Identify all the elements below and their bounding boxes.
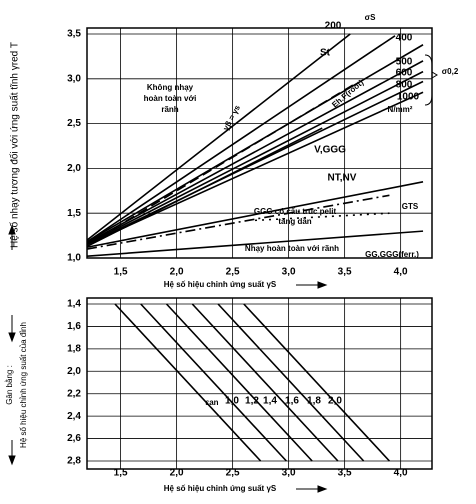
series-line [86,82,357,246]
x-tick-label: 4,0 [394,267,408,278]
y-tick-label: 2,2 [67,388,81,399]
y-axis-label-prefix: Gân bằng : [5,365,14,405]
y-tick-label: 1,5 [67,208,81,219]
series-label: 1,6 [285,396,299,407]
series-line [86,91,424,246]
series-label: 1,4 [263,396,277,407]
series-line [217,303,365,462]
annotation: Không nhạy [147,83,194,92]
y-tick-label: 1,6 [67,321,81,332]
series-label: 800 [396,80,413,91]
annotation: εan [205,398,218,407]
x-tick-label: 2,0 [170,267,184,278]
panel: 1,5 2,0 2,5 3,0 3,5 4,0 1,4 1,6 1,8 2,0 2,2 2,4 2,6 2… [5,297,433,493]
series-label: 1,8 [307,396,321,407]
panel: 1,5 2,0 2,5 3,0 3,5 4,0 1,0 1,5 2,0 2,5 3,0 3,5 Hệ s… [9,13,459,289]
y-axis-label: Hệ số hiệu chỉnh ứng suất của đỉnh [19,322,28,448]
series-line [165,303,313,462]
y-tick-label: 2,6 [67,433,81,444]
series-line [140,303,287,462]
x-tick-label: 3,5 [338,267,352,278]
x-tick-label: 2,0 [170,468,184,479]
annotation: σ0,2 [442,67,459,76]
series-line [86,127,323,248]
annotation: hoàn toàn với [144,94,197,103]
series-label: St [320,48,331,59]
y-axis-label: Hệ số nhạy tương đối với ứng suất tĩnh γ… [9,42,21,248]
annotation: tăng dần [278,217,311,226]
series-line [191,303,339,462]
series-line [86,194,390,250]
x-tick-label: 2,5 [226,267,240,278]
series-label: 1,0 [225,396,239,407]
y-tick-label: 3,5 [67,29,81,40]
series-line [86,60,424,244]
series-label: 600 [396,68,413,79]
annotation: σS [365,13,376,22]
series-label: V,GGG [314,145,346,156]
x-axis-label: Hệ số hiệu chỉnh ứng suất γS [164,280,277,289]
x-tick-label: 3,5 [338,468,352,479]
x-tick-label: 1,5 [114,468,128,479]
series-line [86,33,351,241]
series-line [254,212,390,222]
y-tick-label: 2,4 [67,411,81,422]
y-tick-label: 2,0 [67,163,81,174]
y-tick-label: 1,4 [67,299,81,310]
series-label: 400 [396,33,413,44]
series-label: 2,0 [328,396,342,407]
annotation: GG,GGG(ferr.) [365,250,419,259]
series-label: 500 [396,57,413,68]
y-tick-label: 2,5 [67,118,81,129]
x-tick-label: 3,0 [282,267,296,278]
series-line [86,230,424,258]
annotation: N/mm² [388,105,413,114]
series-line [86,70,424,245]
y-tick-label: 2,8 [67,456,81,467]
series-label: NT,NV [328,173,357,184]
x-tick-label: 4,0 [394,468,408,479]
x-axis-label: Hệ số hiệu chỉnh ứng suất γS [164,484,277,493]
y-tick-label: 1,0 [67,253,81,264]
plot-frame [86,27,433,259]
x-tick-label: 2,5 [226,468,240,479]
series-label: 200 [325,21,342,32]
series-line [114,303,262,462]
series-label: 1,2 [245,396,259,407]
y-tick-label: 1,8 [67,343,81,354]
annotation: rãnh [161,105,178,114]
x-tick-label: 1,5 [114,267,128,278]
x-tick-label: 3,0 [282,468,296,479]
y-tick-label: 2,0 [67,366,81,377]
y-tick-label: 3,0 [67,73,81,84]
annotation: Nhạy hoàn toàn với rãnh [245,244,339,253]
series-label: 1000 [397,92,420,103]
series-line [86,35,396,243]
annotation: GGG có cấu trúc pelit [254,207,337,216]
arrows [8,54,438,493]
annotation: GTS [402,202,419,211]
plot-frame [86,297,433,470]
series-line [243,303,391,462]
series-line [86,181,424,249]
